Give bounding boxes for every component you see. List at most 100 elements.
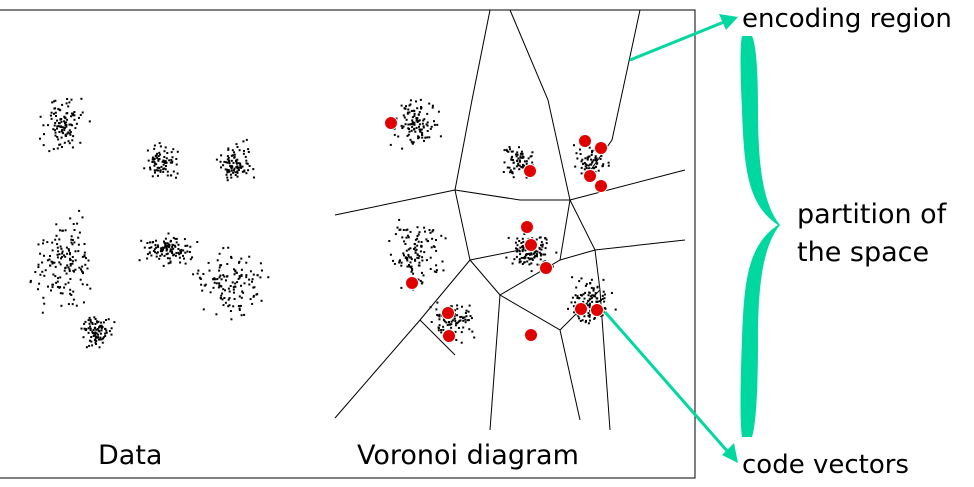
data-point [436,123,439,126]
data-point [56,285,59,288]
data-panel-label: Data [98,440,163,471]
data-point [241,290,244,293]
data-point [72,290,75,293]
data-point [61,250,64,253]
data-point [48,150,51,153]
data-point [422,274,425,277]
data-point [433,120,435,123]
data-point [418,231,421,234]
data-point [583,315,586,318]
data-point [70,294,73,296]
data-point [104,327,107,330]
data-point [61,255,64,258]
data-point [224,289,226,292]
data-point [199,277,202,280]
data-point [454,309,457,312]
data-point [438,313,441,316]
data-point [389,253,392,256]
data-point [87,327,90,330]
data-point [408,130,411,133]
data-point [184,251,187,254]
data-point [156,152,159,155]
data-point [166,257,169,260]
voronoi-panel-label: Voronoi diagram [357,440,579,471]
data-point [230,166,233,169]
data-point [442,319,445,322]
data-point [233,298,236,300]
data-point [63,120,66,123]
data-point [68,132,71,135]
data-point [422,125,425,128]
data-point [529,253,531,256]
data-point [110,333,113,336]
data-point [251,278,254,281]
data-point [228,304,231,307]
data-point [614,308,617,311]
data-point [177,248,180,250]
data-point [535,238,538,241]
data-point [44,269,47,272]
data-point [89,318,92,321]
data-point [93,316,96,319]
data-point [595,157,598,160]
data-point [573,144,575,147]
data-point [423,251,426,254]
data-point [459,319,462,322]
data-point [66,118,69,121]
data-point [593,317,596,320]
data-point [393,262,396,265]
data-point [151,241,154,244]
data-point [102,337,104,340]
data-point [455,322,458,325]
data-point [259,262,262,265]
data-point [405,105,407,108]
data-point [592,287,595,290]
data-point [152,250,155,252]
data-point [576,295,579,298]
data-point [63,129,66,132]
data-point [413,112,416,115]
data-point [410,110,413,112]
data-point [582,300,585,303]
data-point [171,252,174,255]
data-point [233,151,235,154]
data-point [415,248,418,251]
data-point [230,159,233,162]
data-point [521,163,524,166]
data-point [586,156,589,159]
data-point [155,252,158,255]
data-point [515,247,517,250]
data-point [410,140,413,143]
data-point [426,124,429,127]
data-point [83,251,86,254]
data-point [220,297,222,300]
data-point [229,165,232,168]
data-point [167,243,170,246]
data-point [83,322,86,325]
data-point [162,248,165,251]
data-point [63,269,66,272]
data-point [170,248,173,251]
data-point [95,335,98,338]
data-point [413,128,415,131]
data-point [574,301,577,304]
data-point [607,164,610,167]
data-point [172,247,175,250]
data-point [531,151,534,154]
data-point [56,136,59,138]
code-vectors-label: code vectors [742,450,909,480]
encoding-region-arrow [629,14,738,62]
data-point [409,247,412,250]
data-point [42,124,45,127]
data-point [59,143,62,146]
data-point [162,170,165,173]
data-point [518,250,521,253]
data-point [418,264,421,267]
data-point [512,161,515,164]
data-point [238,149,241,152]
data-point [200,283,203,286]
data-point [247,151,250,153]
data-point [234,282,237,285]
data-point [544,247,547,250]
data-point [403,254,405,257]
